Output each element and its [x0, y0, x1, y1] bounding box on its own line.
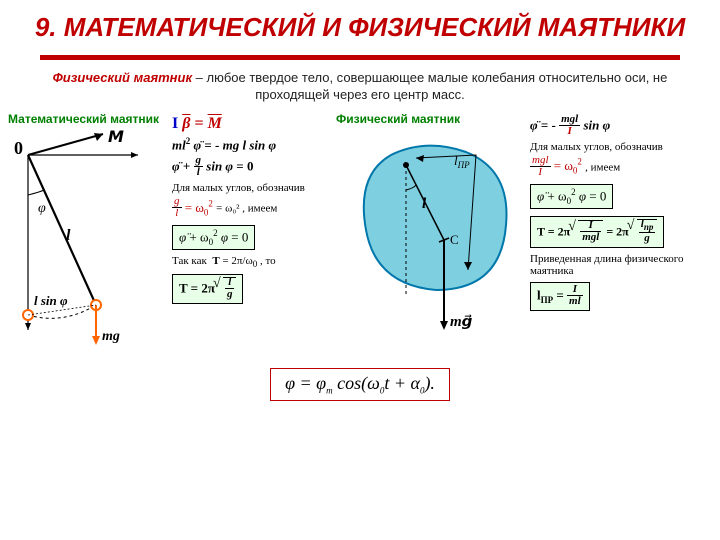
phys-pendulum-svg: l lПР C mg⃗	[336, 130, 526, 360]
svg-text:l: l	[66, 227, 71, 244]
svg-text:M⃗: M⃗	[108, 130, 124, 146]
math-eq-4: φ̈ + ω02 φ = 0	[172, 223, 332, 252]
svg-text:φ: φ	[38, 201, 46, 216]
math-eq-1: ml2 φ̈ = - mg l sin φ	[172, 136, 332, 153]
svg-text:mg: mg	[102, 329, 120, 344]
math-pendulum-diagram-col: Математический маятник 0	[8, 112, 168, 360]
math-eq-moment: I β = M	[172, 115, 332, 133]
math-pendulum-svg: 0 M⃗ φ l l sin φ mg	[8, 130, 168, 360]
phys-eq-5: lПР = Iml	[530, 280, 710, 313]
svg-text:0: 0	[14, 138, 23, 158]
math-eq-3: gl = ω02 = ω₀² , имеем	[172, 197, 332, 220]
math-eq-2: φ̈ + gl sin φ = 0	[172, 156, 332, 179]
phys-small-1: Для малых углов, обозначив	[530, 141, 710, 153]
phys-eq-4: T = 2πImgl = 2πlпрg	[530, 214, 710, 250]
definition-term: Физический маятник	[53, 70, 192, 85]
phys-eq-1: φ̈ = - mglI sin φ	[530, 115, 710, 138]
title-rule	[40, 55, 680, 60]
definition-rest: – любое твердое тело, совершающее малые …	[192, 70, 667, 102]
phys-eq-2: mglI = ω02 , имеем	[530, 156, 710, 179]
math-pendulum-header: Математический маятник	[8, 112, 168, 126]
math-small-2: Так как T = 2π/ω0 , то	[172, 255, 332, 269]
svg-text:C: C	[450, 232, 459, 247]
math-small-1: Для малых углов, обозначив	[172, 182, 332, 194]
math-eq-5: T = 2πlg	[172, 272, 332, 306]
phys-pendulum-diagram-col: Физический маятник l lПР C mg⃗	[336, 112, 526, 360]
svg-text:l sin φ: l sin φ	[34, 293, 68, 308]
slide-title: 9. МАТЕМАТИЧЕСКИЙ И ФИЗИЧЕСКИЙ МАЯТНИКИ	[0, 0, 720, 49]
final-equation-wrap: φ = φm cos(ω0t + α0).	[0, 368, 720, 401]
content-columns: Математический маятник 0	[0, 112, 720, 360]
math-pendulum-equations-col: I β = M ml2 φ̈ = - mg l sin φ φ̈ + gl si…	[172, 112, 332, 360]
phys-small-2: Приведенная длина физического маятника	[530, 253, 710, 277]
phys-pendulum-equations-col: φ̈ = - mglI sin φ Для малых углов, обозн…	[530, 112, 710, 360]
svg-text:mg⃗: mg⃗	[450, 314, 473, 330]
final-equation: φ = φm cos(ω0t + α0).	[270, 368, 450, 401]
definition-text: Физический маятник – любое твердое тело,…	[0, 70, 720, 112]
phys-eq-3: φ̈ + ω02 φ = 0	[530, 182, 710, 211]
phys-pendulum-header: Физический маятник	[336, 112, 526, 126]
